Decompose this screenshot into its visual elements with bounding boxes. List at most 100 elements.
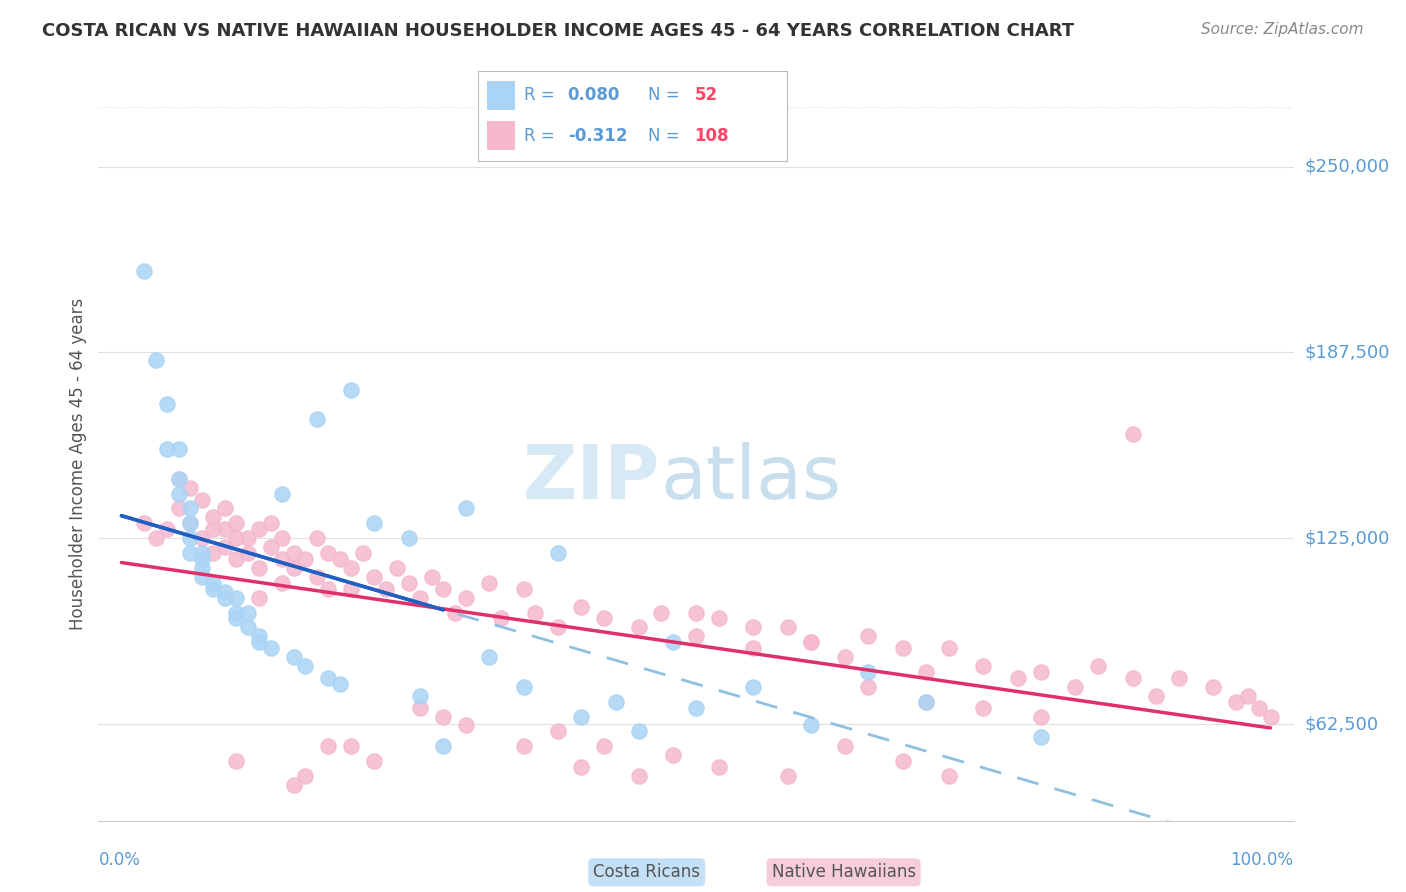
Point (225, 611, 247, 625)
Point (1167, 671, 1189, 685)
Point (283, 778, 305, 792)
Point (260, 641, 283, 656)
Point (225, 591, 247, 605)
Point (707, 611, 730, 625)
Point (432, 582, 454, 596)
Point (593, 739, 616, 754)
Text: 100.0%: 100.0% (1230, 851, 1294, 869)
Point (214, 584, 236, 599)
Point (283, 561, 305, 575)
Point (247, 522, 270, 536)
Text: $187,500: $187,500 (1305, 343, 1391, 361)
Point (1122, 671, 1144, 685)
Point (225, 531, 247, 545)
Point (627, 620, 650, 634)
Point (1087, 659, 1109, 673)
Point (179, 516, 201, 531)
Point (914, 695, 936, 709)
Point (858, 680, 880, 694)
Point (456, 718, 478, 732)
Point (167, 472, 190, 486)
Y-axis label: Householder Income Ages 45 - 64 years: Householder Income Ages 45 - 64 years (69, 298, 87, 630)
Point (1202, 680, 1225, 694)
Point (1029, 665, 1052, 679)
Point (627, 769, 650, 783)
Text: Native Hawaiians: Native Hawaiians (772, 863, 915, 881)
Point (179, 531, 201, 545)
Point (134, 516, 156, 531)
Point (1029, 731, 1052, 745)
Point (202, 575, 225, 590)
Point (191, 492, 214, 507)
Point (316, 671, 339, 685)
Point (938, 769, 960, 783)
Point (456, 591, 478, 605)
Point (800, 718, 823, 732)
Point (156, 442, 179, 456)
Point (247, 629, 270, 643)
Point (340, 383, 363, 397)
Point (1236, 689, 1258, 703)
Point (398, 531, 420, 545)
Point (627, 724, 650, 739)
Point (305, 531, 328, 545)
Point (316, 546, 339, 560)
Point (225, 516, 247, 531)
Point (271, 552, 294, 566)
Point (283, 650, 305, 665)
Point (1225, 695, 1247, 709)
Bar (488, 121, 515, 150)
Point (179, 481, 201, 495)
Point (1122, 427, 1144, 442)
Point (1247, 700, 1270, 714)
Point (776, 769, 799, 783)
Point (167, 486, 190, 500)
Point (294, 659, 316, 673)
Point (512, 739, 534, 754)
Point (340, 561, 363, 575)
Point (650, 606, 672, 620)
Point (1029, 709, 1052, 723)
Point (685, 629, 707, 643)
Text: Source: ZipAtlas.com: Source: ZipAtlas.com (1201, 22, 1364, 37)
Point (225, 552, 247, 566)
Point (214, 522, 236, 536)
Point (707, 760, 730, 774)
Point (420, 570, 443, 584)
Point (409, 689, 432, 703)
Point (236, 606, 259, 620)
Point (214, 540, 236, 554)
Point (156, 522, 179, 536)
Text: ZIP: ZIP (523, 442, 661, 515)
Point (340, 739, 363, 754)
Point (685, 606, 707, 620)
Point (662, 748, 685, 763)
Point (398, 575, 420, 590)
Point (271, 486, 294, 500)
Text: N =: N = (648, 87, 685, 104)
Point (316, 739, 339, 754)
Point (1064, 680, 1087, 694)
Point (834, 739, 856, 754)
Point (512, 680, 534, 694)
Point (800, 635, 823, 649)
Point (891, 641, 914, 656)
Point (512, 582, 534, 596)
Point (662, 635, 685, 649)
Text: Costa Ricans: Costa Ricans (593, 863, 700, 881)
Point (134, 263, 156, 277)
Point (432, 739, 454, 754)
Point (363, 516, 385, 531)
Point (305, 412, 328, 426)
Point (547, 546, 569, 560)
Point (294, 552, 316, 566)
Point (742, 620, 765, 634)
Point (271, 575, 294, 590)
Point (478, 650, 501, 665)
Point (283, 546, 305, 560)
Point (776, 620, 799, 634)
Point (179, 546, 201, 560)
Point (156, 397, 179, 411)
Point (247, 635, 270, 649)
Point (858, 629, 880, 643)
